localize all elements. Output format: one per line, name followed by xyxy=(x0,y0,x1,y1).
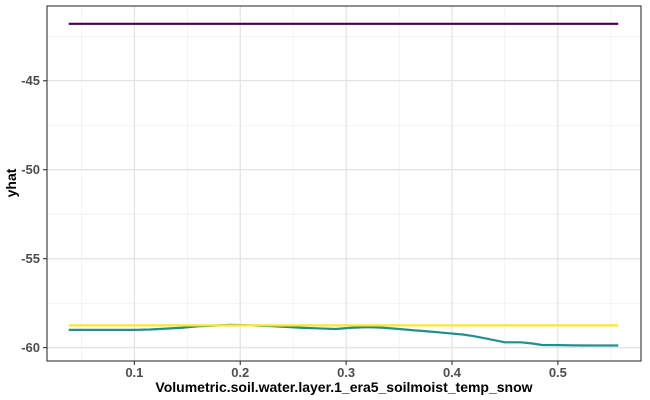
y-tick-label: -60 xyxy=(21,340,40,355)
x-tick-label: 0.3 xyxy=(337,365,355,380)
plot-panel-border xyxy=(46,5,642,362)
y-tick-label: -55 xyxy=(21,251,40,266)
y-tick-label: -45 xyxy=(21,73,40,88)
series-layer xyxy=(68,22,619,347)
series-line-2 xyxy=(68,323,619,347)
x-tick-label: 0.4 xyxy=(443,365,462,380)
axis-ticks xyxy=(43,80,559,365)
plot-background xyxy=(47,6,641,361)
grid xyxy=(47,6,641,361)
x-tick-label: 0.1 xyxy=(125,365,143,380)
x-tick-labels: 0.1 0.2 0.3 0.4 0.5 xyxy=(125,365,567,380)
x-tick-label: 0.2 xyxy=(231,365,249,380)
x-tick-label: 0.5 xyxy=(549,365,567,380)
y-axis-title: yhat xyxy=(3,168,19,197)
x-axis-title: Volumetric.soil.water.layer.1_era5_soilm… xyxy=(155,379,532,395)
y-tick-labels: -45 -50 -55 -60 xyxy=(21,73,40,355)
y-tick-label: -50 xyxy=(21,162,40,177)
